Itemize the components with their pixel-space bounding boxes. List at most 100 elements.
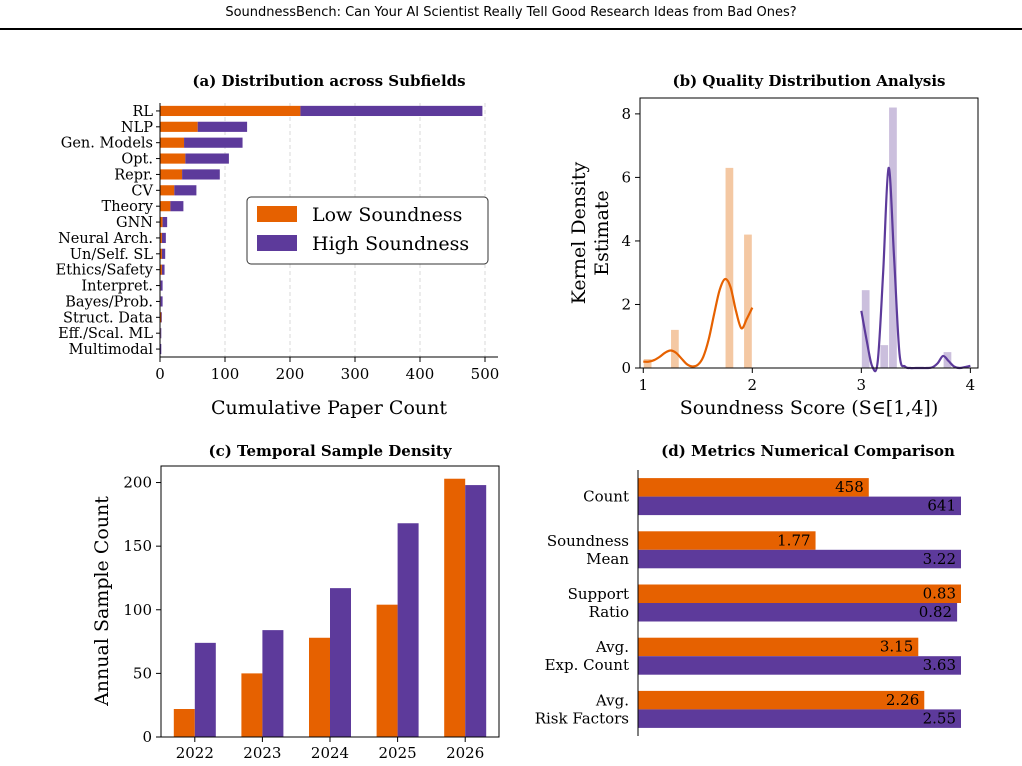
chart-a-xtick-label: 400 [406, 365, 435, 383]
chart-c-xtick-label: 2025 [379, 744, 417, 762]
chart-c-xtick-label: 2022 [176, 744, 214, 762]
chart-a-bar-high [161, 312, 162, 323]
legend-swatch-high [257, 235, 297, 251]
chart-c-bar-high [465, 485, 487, 737]
legend-frame [246, 196, 489, 265]
chart-b-ytick-label: 2 [621, 295, 631, 313]
chart-a-bar-low [160, 216, 163, 228]
chart-c-xtick-label: 2026 [446, 744, 484, 762]
chart-a-bar-low [160, 201, 171, 212]
chart-d-value-label-low: 0.83 [923, 585, 956, 603]
chart-d-bar-high [638, 709, 961, 728]
chart-c-bar-high [397, 523, 419, 737]
chart-b-xtick-label: 2 [748, 376, 758, 394]
chart-d-value-label-high: 2.55 [923, 709, 956, 727]
chart-b-ytick-label: 6 [621, 168, 631, 186]
chart-b-hist-bar-low [744, 234, 752, 368]
chart-a-ytick-label: Opt. [121, 152, 153, 168]
chart-d: (d) Metrics Numerical Comparison 458 641 Co… [535, 442, 961, 736]
chart-a-xtick-label: 0 [155, 365, 165, 383]
chart-d-bar-high [638, 656, 961, 675]
chart-c-ylabel: Annual Sample Count [91, 496, 113, 707]
chart-c-bar-high [194, 642, 216, 737]
chart-d-bar-low [638, 637, 919, 657]
chart-b-hist-bar-low [725, 167, 734, 368]
chart-a-bar-low [160, 153, 186, 164]
chart-b-ylabel-line2: Estimate [591, 190, 613, 276]
chart-a-ytick-label: Multimodal [69, 342, 154, 358]
chart-a-ytick-label: Theory [102, 199, 154, 215]
chart-a-xlabel: Cumulative Paper Count [211, 397, 447, 419]
chart-c-xtick-label: 2024 [311, 744, 349, 762]
chart-b-ytick-label: 0 [621, 359, 631, 377]
chart-a-xtick-label: 100 [211, 365, 240, 383]
legend-label-low: Low Soundness [312, 204, 462, 226]
chart-d-category-label-line1: Avg. [595, 691, 629, 709]
chart-c-xtick-label: 2023 [243, 744, 281, 762]
chart-c-ytick-label: 50 [133, 664, 152, 682]
chart-d-value-label-high: 0.82 [919, 603, 952, 621]
chart-d-bar-low [638, 531, 816, 550]
chart-b-ylabel-line1: Kernel Density [568, 161, 590, 304]
chart-b-xtick-label: 1 [638, 376, 648, 394]
chart-a-bar-high [182, 169, 220, 180]
chart-a-ytick-label: GNN [116, 215, 153, 231]
chart-a-ytick-label: Un/Self. SL [70, 247, 154, 263]
chart-b-xtick-label: 4 [966, 376, 976, 394]
chart-c-bar-low [444, 478, 466, 737]
chart-a-bar-high [162, 216, 168, 228]
chart-a-bar-high [161, 264, 165, 275]
chart-d-category-label: Count [583, 488, 629, 506]
chart-d-bar-high [638, 496, 961, 516]
chart-c-bar-low [376, 604, 398, 737]
chart-d-bar-low [638, 690, 925, 710]
chart-c-bar-high [262, 630, 284, 737]
running-header: SoundnessBench: Can Your AI Scientist Re… [225, 5, 797, 20]
legend-swatch-low [257, 206, 297, 222]
chart-a-xtick-label: 300 [341, 365, 370, 383]
chart-d-bar-high [638, 603, 958, 622]
chart-c-bar-high [330, 588, 351, 737]
chart-d-category-label-line2: Risk Factors [535, 709, 629, 727]
chart-c-bar-low [309, 637, 330, 737]
chart-a: (a) Distribution across Subfields 0 100 200… [56, 72, 500, 419]
chart-a-ytick-label: Struct. Data [63, 310, 153, 326]
chart-b: (b) Quality Distribution Analysis 1 2 3 4 0 2 4… [568, 72, 979, 419]
chart-d-value-label-low: 2.26 [886, 691, 919, 709]
chart-b-ytick-label: 4 [621, 232, 631, 250]
chart-c-bar-low [241, 673, 263, 737]
chart-a-bar-high [160, 343, 162, 355]
chart-a-bar-high [300, 105, 483, 117]
chart-b-xlabel: Soundness Score (S∈[1,4]) [680, 397, 939, 419]
chart-a-bar-low [160, 264, 162, 275]
chart-a-ytick-label: Gen. Models [61, 136, 153, 152]
chart-b-hist-bar-high [880, 345, 889, 368]
chart-a-bar-high [197, 121, 248, 132]
chart-a-ytick-label: Interpret. [81, 279, 153, 295]
chart-a-bar-low [160, 137, 185, 148]
chart-a-legend: Low Soundness High Soundness [246, 196, 489, 265]
chart-a-ytick-label: CV [131, 183, 153, 199]
chart-b-hist-bar-high [861, 290, 870, 368]
chart-a-ytick-label: Neural Arch. [58, 231, 153, 247]
chart-d-value-label-high: 3.22 [923, 550, 956, 568]
chart-a-bar-high [160, 280, 163, 291]
chart-a-title: (a) Distribution across Subfields [192, 72, 465, 90]
chart-d-category-label-line2: Mean [586, 550, 629, 568]
chart-d-value-label-low: 458 [835, 478, 864, 496]
chart-d-bar-high [638, 549, 961, 569]
chart-a-ytick-label: Bayes/Prob. [65, 294, 153, 310]
chart-a-bar-high [170, 201, 184, 212]
chart-d-value-label-low: 1.77 [777, 531, 810, 549]
chart-d-category-label-line1: Soundness [547, 532, 629, 550]
chart-a-ytick-label: Eff./Scal. ML [58, 326, 153, 342]
chart-a-ytick-label: RL [132, 104, 153, 120]
chart-b-xtick-label: 3 [857, 376, 867, 394]
chart-a-bar-low [160, 312, 162, 323]
chart-d-category-label-line2: Ratio [589, 603, 629, 621]
chart-d-value-label-high: 3.63 [923, 656, 956, 674]
chart-a-xtick-label: 200 [276, 365, 305, 383]
chart-c-ytick-label: 100 [123, 601, 152, 619]
chart-b-kde-line-high [860, 166, 971, 373]
legend-label-high: High Soundness [312, 233, 469, 255]
